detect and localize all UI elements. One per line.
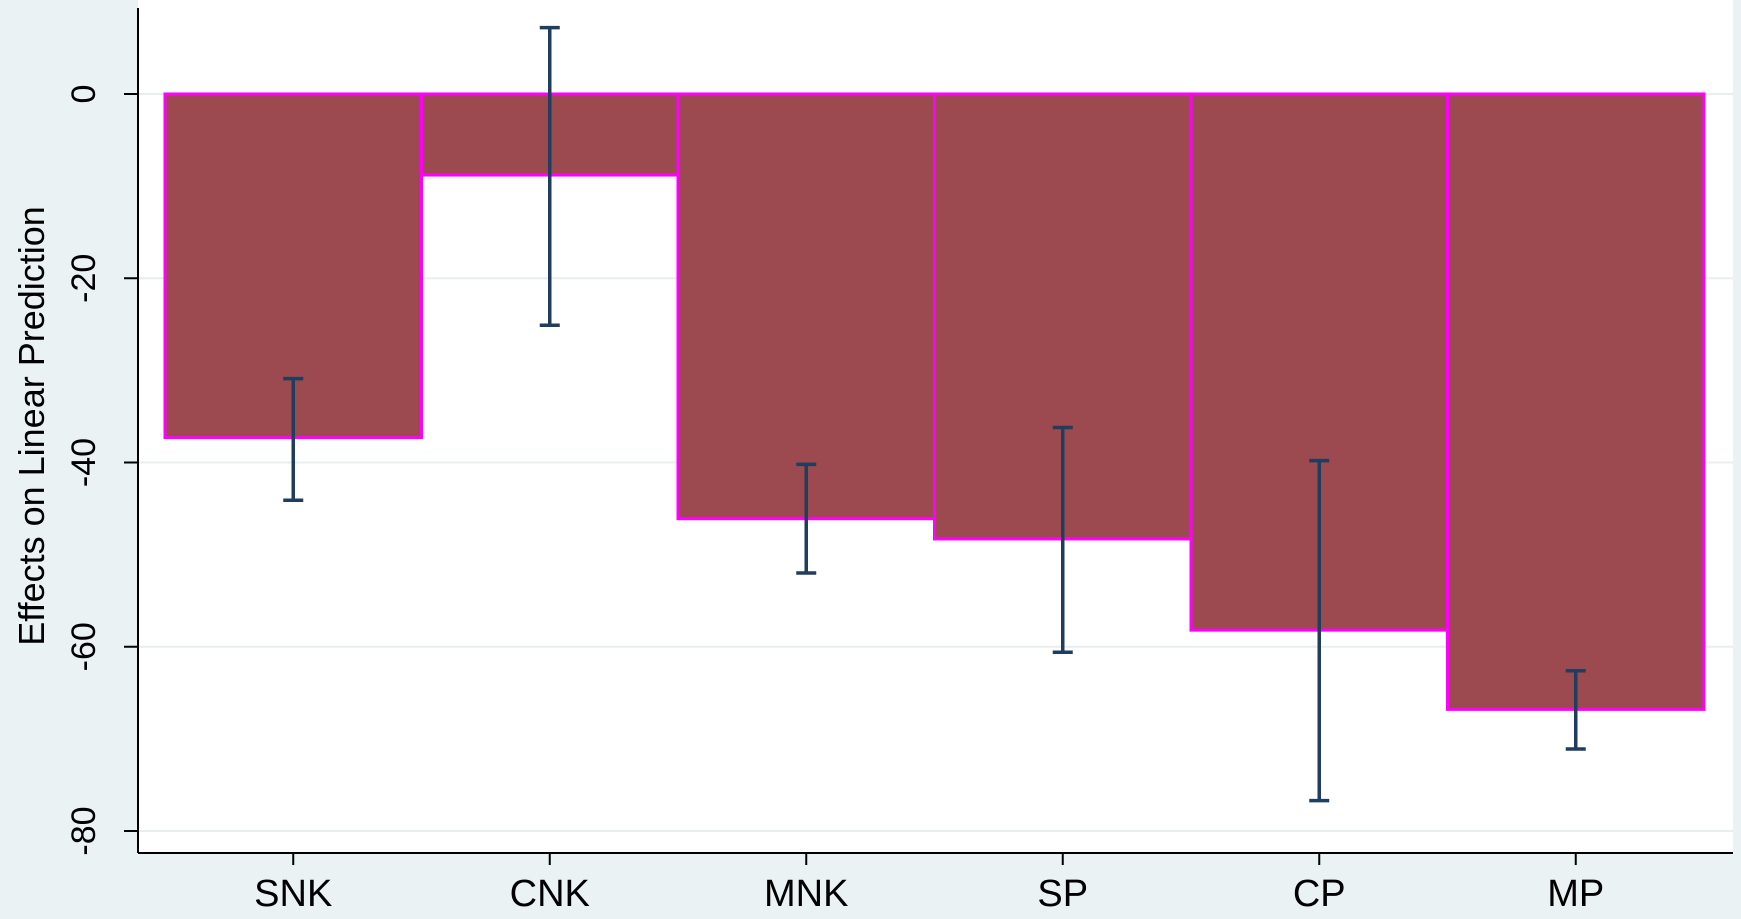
x-tick-label-snk: SNK (254, 873, 332, 914)
x-ticks: SNK CNK MNK SP CP MP (254, 853, 1604, 915)
y-axis-label: Effects on Linear Prediction (11, 206, 52, 646)
axes (137, 8, 1733, 854)
y-tick-label: -80 (65, 806, 103, 855)
x-tick-label-sp: SP (1037, 873, 1088, 914)
y-tick-label: -60 (65, 622, 103, 671)
y-ticks: 0 -20 -40 -60 -80 (65, 85, 138, 856)
y-tick-label: 0 (65, 85, 103, 104)
x-tick-label-cnk: CNK (510, 873, 590, 914)
bar-mp (1446, 92, 1706, 711)
x-tick-label-mp: MP (1547, 873, 1604, 914)
y-tick-label: -20 (65, 254, 103, 303)
x-tick-label-mnk: MNK (764, 873, 848, 914)
error-bars (283, 25, 1586, 803)
bar-mnk (676, 92, 936, 521)
x-tick-label-cp: CP (1293, 873, 1346, 914)
y-tick-label: -40 (65, 438, 103, 487)
